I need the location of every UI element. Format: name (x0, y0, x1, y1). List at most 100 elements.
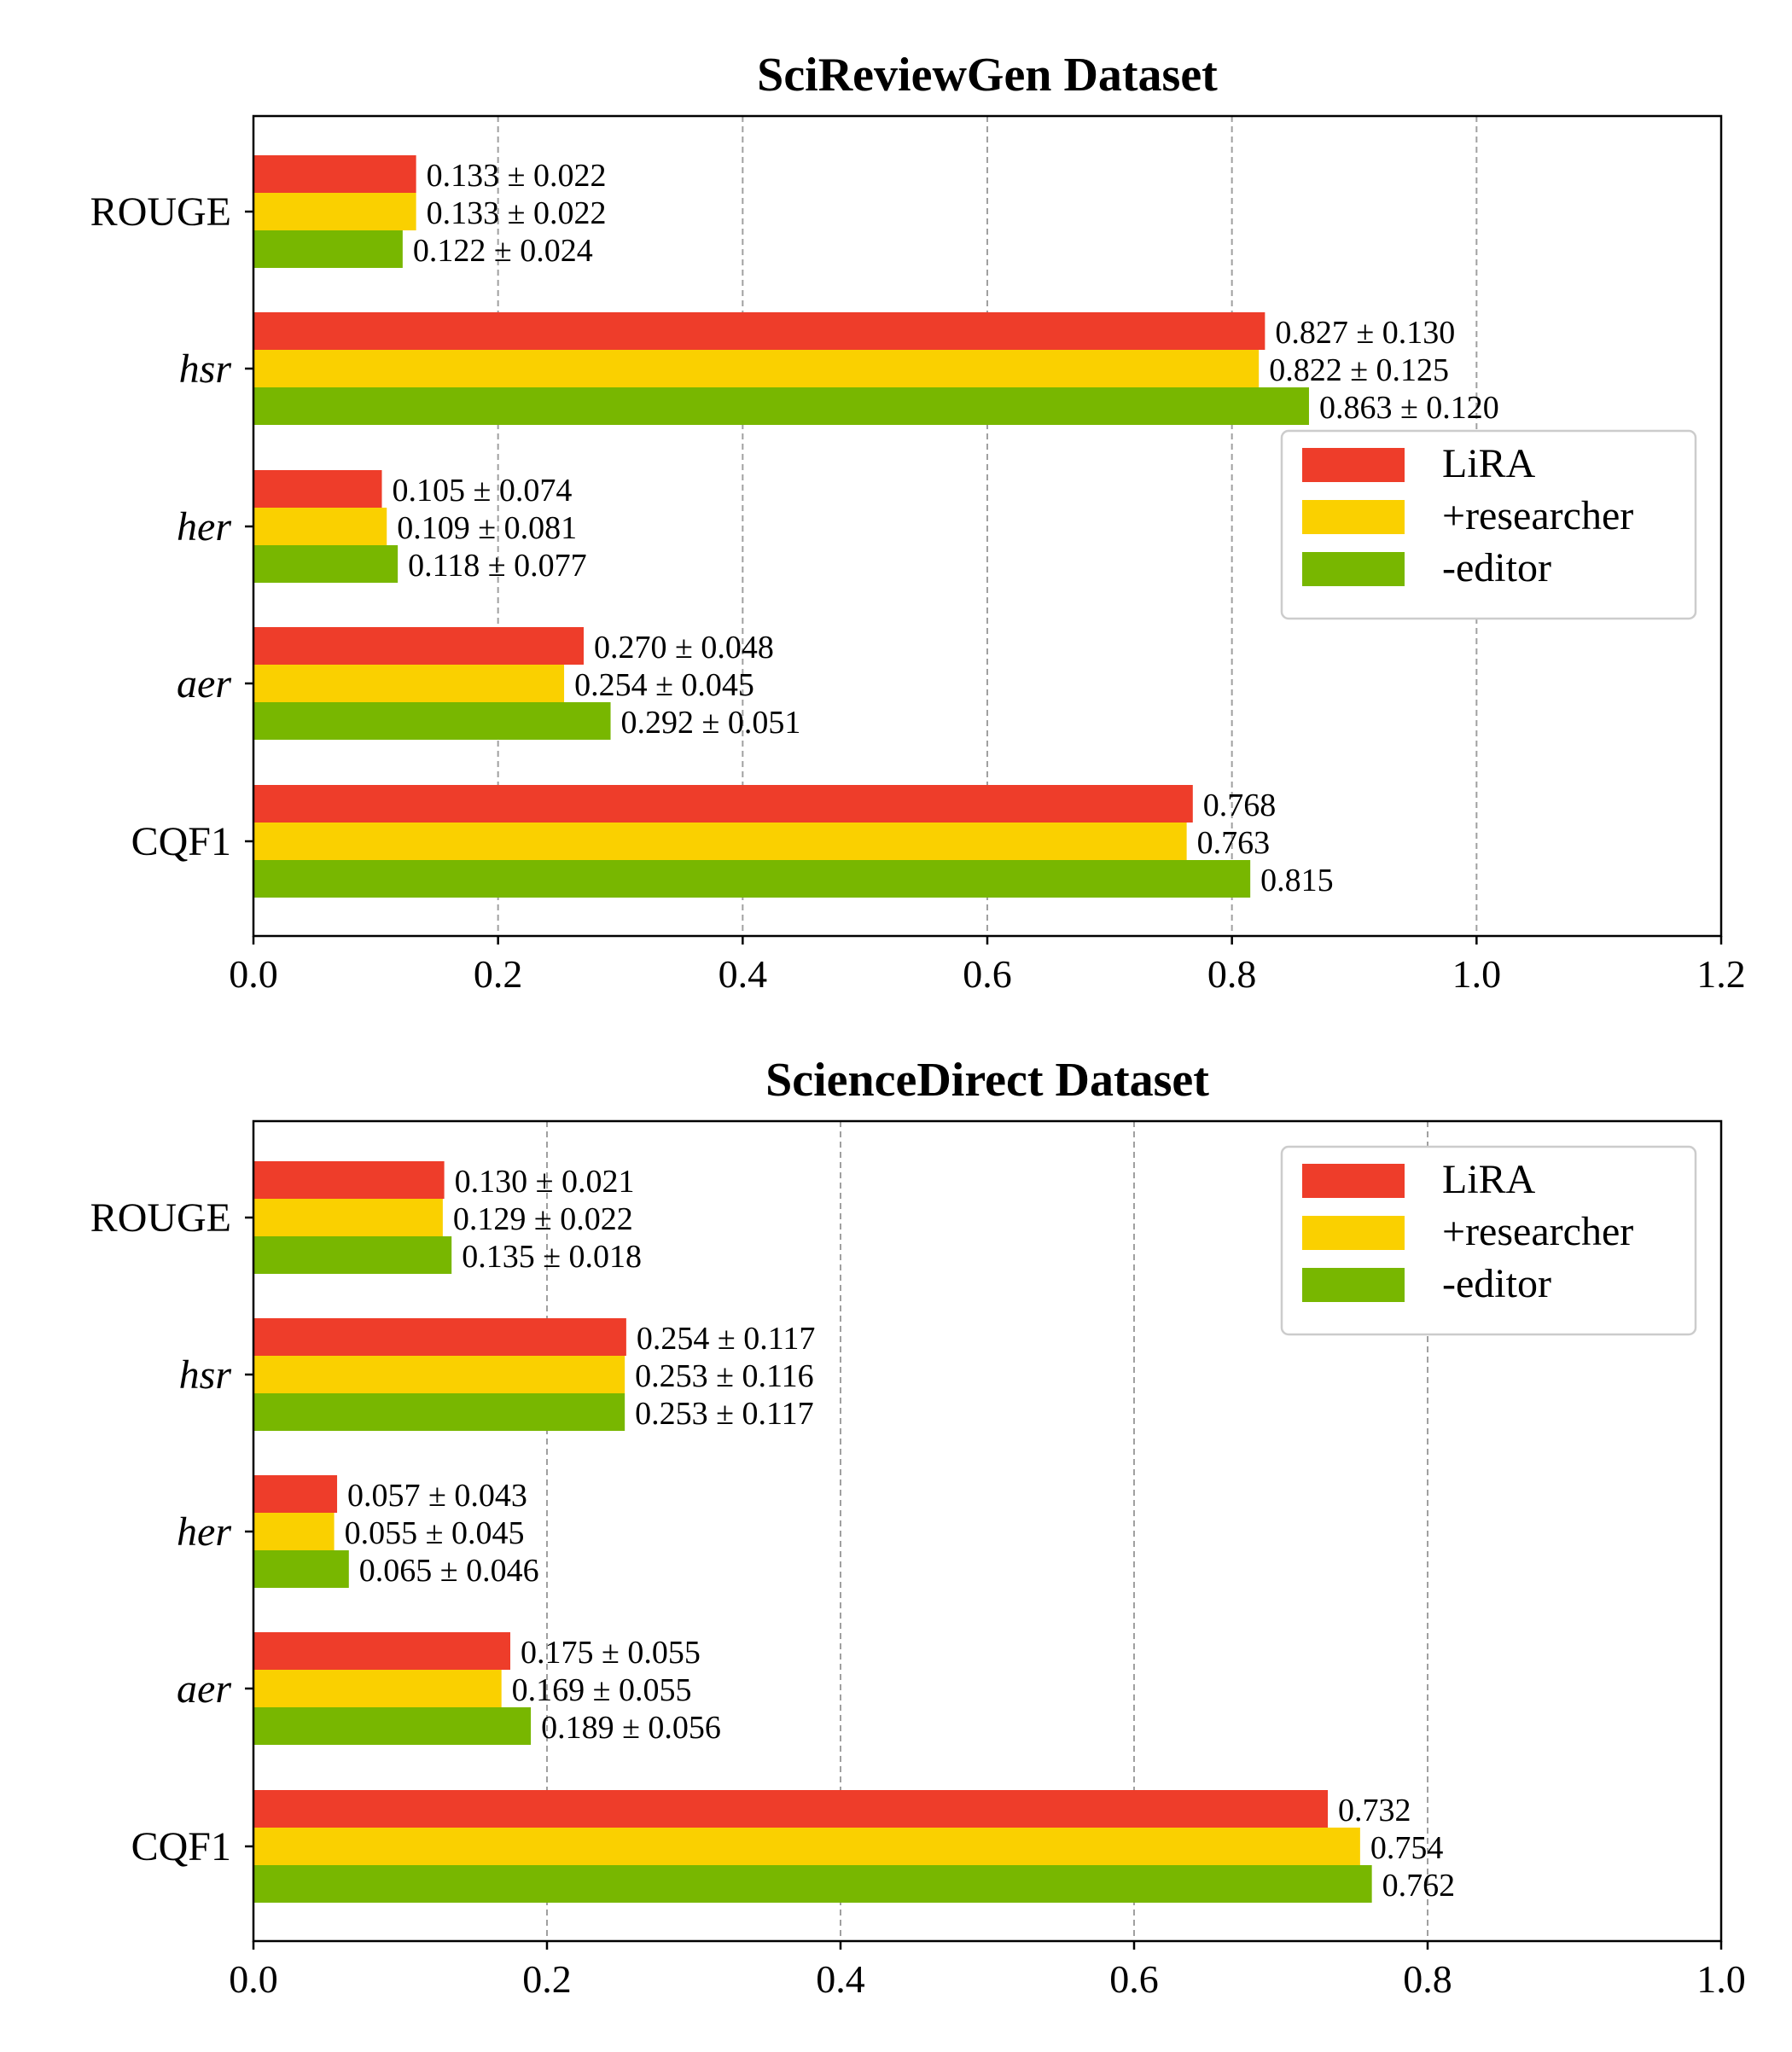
category-label-her: her (177, 1509, 231, 1555)
data-label: 0.822 ± 0.125 (1269, 352, 1449, 388)
x-tick-label: 0.4 (816, 1957, 865, 2001)
x-tick-label: 1.0 (1696, 1957, 1746, 2001)
category-label-aer: aer (177, 1666, 231, 1712)
bar-lira-aer (253, 627, 584, 665)
data-label: 0.253 ± 0.117 (635, 1396, 813, 1432)
bar-lira-rouge (253, 155, 416, 193)
x-tick-label: 0.2 (522, 1957, 572, 2001)
bar-editor-her (253, 545, 399, 583)
bar-researcher-rouge (253, 193, 416, 230)
legend-label: -editor (1442, 1261, 1551, 1306)
legend-label: +researcher (1442, 1209, 1633, 1254)
category-label-cqf1: CQF1 (131, 1824, 231, 1869)
bar-lira-aer (253, 1632, 510, 1670)
bar-editor-hsr (253, 387, 1309, 425)
data-label: 0.105 ± 0.074 (393, 473, 573, 509)
data-label: 0.065 ± 0.046 (359, 1553, 539, 1589)
legend-label: -editor (1442, 545, 1551, 590)
legend-swatch (1302, 1216, 1405, 1250)
chart-title: SciReviewGen Dataset (757, 49, 1218, 102)
legend-swatch (1302, 500, 1405, 534)
data-label: 0.169 ± 0.055 (512, 1672, 692, 1708)
category-label-hsr: hsr (179, 1352, 232, 1398)
category-label-aer: aer (177, 661, 231, 706)
category-label-rouge: ROUGE (90, 189, 231, 235)
data-label: 0.292 ± 0.051 (621, 705, 801, 741)
bar-editor-aer (253, 1707, 532, 1745)
x-tick-label: 1.0 (1452, 952, 1502, 996)
data-label: 0.254 ± 0.045 (574, 667, 754, 703)
data-label: 0.762 (1382, 1868, 1456, 1904)
bar-researcher-hsr (253, 1356, 625, 1393)
legend-swatch (1302, 1268, 1405, 1302)
bar-researcher-her (253, 508, 387, 545)
data-label: 0.270 ± 0.048 (594, 630, 774, 666)
bar-researcher-aer (253, 665, 565, 702)
bar-editor-aer (253, 702, 611, 740)
data-label: 0.815 (1260, 863, 1334, 898)
data-label: 0.133 ± 0.022 (427, 195, 607, 231)
data-label: 0.129 ± 0.022 (453, 1201, 633, 1237)
x-tick-label: 0.6 (1109, 1957, 1159, 2001)
data-label: 0.118 ± 0.077 (408, 548, 586, 584)
legend-swatch (1302, 448, 1405, 482)
bar-lira-cqf1 (253, 1790, 1329, 1828)
data-label: 0.827 ± 0.130 (1275, 315, 1455, 351)
data-label: 0.732 (1338, 1793, 1411, 1828)
bar-editor-rouge (253, 230, 403, 268)
bar-lira-her (253, 470, 382, 508)
data-label: 0.768 (1203, 788, 1277, 823)
data-label: 0.253 ± 0.116 (635, 1358, 813, 1394)
bar-researcher-her (253, 1513, 335, 1550)
category-label-rouge: ROUGE (90, 1195, 231, 1241)
bar-editor-hsr (253, 1393, 625, 1431)
legend-swatch (1302, 1164, 1405, 1198)
data-label: 0.754 (1370, 1830, 1444, 1866)
legend-swatch (1302, 552, 1405, 586)
x-tick-label: 0.8 (1403, 1957, 1452, 2001)
data-label: 0.130 ± 0.021 (455, 1164, 635, 1200)
data-label: 0.763 (1197, 825, 1271, 861)
bar-lira-cqf1 (253, 785, 1193, 823)
bar-editor-cqf1 (253, 1865, 1372, 1903)
legend: LiRA +researcher -editor (1280, 429, 1697, 620)
bar-researcher-cqf1 (253, 823, 1187, 860)
bar-editor-rouge (253, 1236, 452, 1274)
data-label: 0.175 ± 0.055 (521, 1635, 701, 1671)
category-label-cqf1: CQF1 (131, 819, 231, 864)
bar-researcher-hsr (253, 350, 1260, 387)
data-label: 0.863 ± 0.120 (1319, 390, 1499, 426)
x-tick-label: 0.2 (474, 952, 523, 996)
data-label: 0.122 ± 0.024 (413, 233, 593, 269)
bar-researcher-cqf1 (253, 1828, 1360, 1865)
bar-researcher-rouge (253, 1199, 443, 1236)
legend: LiRA +researcher -editor (1280, 1145, 1697, 1336)
data-label: 0.189 ± 0.056 (541, 1710, 721, 1746)
data-label: 0.109 ± 0.081 (397, 510, 577, 546)
bar-lira-her (253, 1475, 338, 1513)
bar-editor-cqf1 (253, 860, 1251, 898)
legend-label: LiRA (1442, 441, 1536, 486)
x-tick-label: 0.8 (1207, 952, 1257, 996)
category-label-hsr: hsr (179, 346, 232, 392)
data-label: 0.254 ± 0.117 (637, 1321, 815, 1357)
chart-title: ScienceDirect Dataset (765, 1054, 1209, 1107)
data-label: 0.057 ± 0.043 (347, 1478, 527, 1514)
data-label: 0.135 ± 0.018 (462, 1239, 642, 1275)
bar-lira-hsr (253, 1318, 626, 1356)
data-label: 0.055 ± 0.045 (345, 1515, 525, 1551)
data-label: 0.133 ± 0.022 (427, 158, 607, 194)
x-tick-label: 0.4 (719, 952, 768, 996)
bar-editor-her (253, 1550, 349, 1588)
x-tick-label: 1.2 (1696, 952, 1746, 996)
bar-lira-rouge (253, 1161, 445, 1199)
bar-lira-hsr (253, 312, 1265, 350)
x-tick-label: 0.0 (229, 1957, 278, 2001)
category-label-her: her (177, 504, 231, 549)
x-tick-label: 0.6 (963, 952, 1012, 996)
legend-label: +researcher (1442, 493, 1633, 538)
x-tick-label: 0.0 (229, 952, 278, 996)
